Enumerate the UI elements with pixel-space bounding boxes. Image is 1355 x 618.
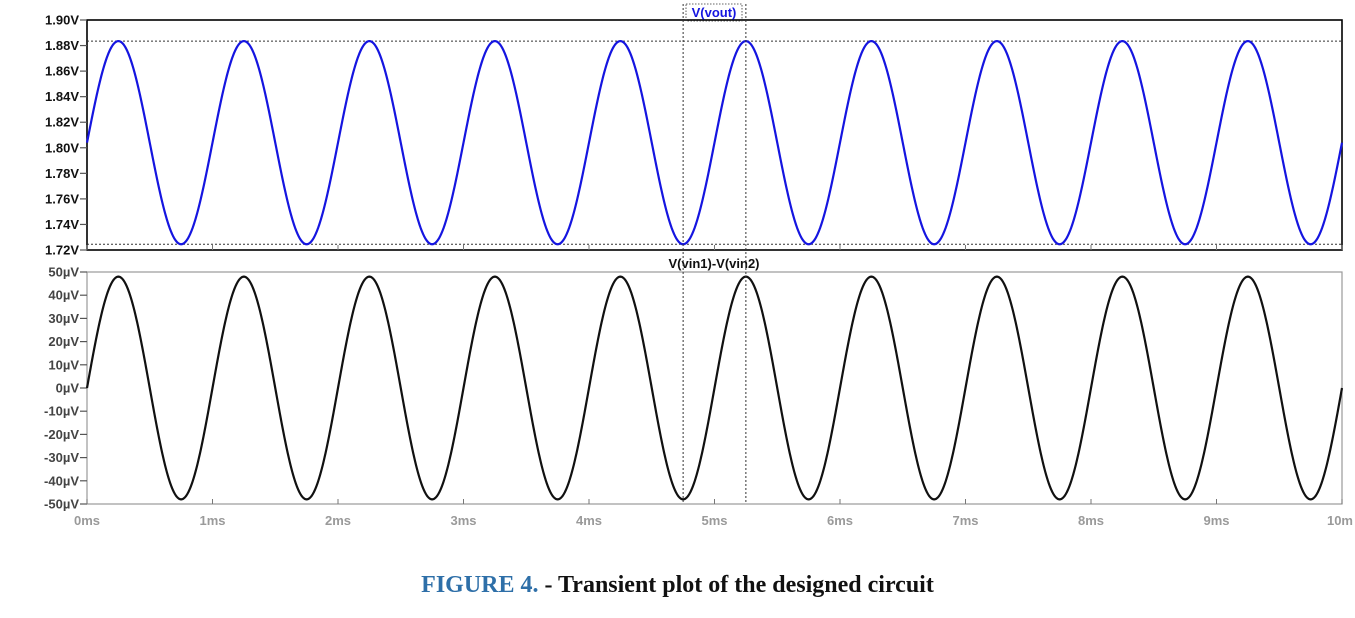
x-tick-label: 9ms <box>1203 513 1229 528</box>
vin-diff-y-tick-label: 50µV <box>48 265 79 280</box>
vout-y-tick-label: 1.84V <box>45 89 79 104</box>
vin-diff-y-tick-label: 40µV <box>48 288 79 303</box>
vout-pane: 1.90V 1.88V 1.86V 1.84V 1.82V 1.80V 1.78V 1.76V… <box>45 3 1344 258</box>
vin-diff-pane: 50µV 40µV 30µV 20µV 10µV 0µV -10µV -20µV -30µV -4… <box>44 256 1344 512</box>
caption-text: - Transient plot of the designed circuit <box>538 572 934 598</box>
vin-diff-y-tick-label: 20µV <box>48 334 79 349</box>
figure-caption: FIGURE 4. - Transient plot of the design… <box>0 572 1355 599</box>
vout-y-tick-label: 1.88V <box>45 38 79 53</box>
vin-diff-y-tick-label: 30µV <box>48 311 79 326</box>
x-tick-label: 1ms <box>199 513 225 528</box>
vout-trace <box>85 39 1344 246</box>
vout-y-tick-label: 1.78V <box>45 166 79 181</box>
x-tick-label: 2ms <box>325 513 351 528</box>
x-tick-label: 5ms <box>701 513 727 528</box>
vout-y-tick-label: 1.86V <box>45 64 79 79</box>
vin-diff-y-tick-label: -40µV <box>44 473 79 488</box>
vin-diff-y-tick-label: -20µV <box>44 427 79 442</box>
vout-title-box <box>685 3 743 22</box>
vout-y-tick-label: 1.76V <box>45 191 79 206</box>
time-axis: 0ms 1ms 2ms 3ms 4ms 5ms 6ms 7ms 8ms 9ms 10m <box>74 513 1353 528</box>
vin-diff-y-tick-label: -30µV <box>44 450 79 465</box>
vout-y-tick-label: 1.74V <box>45 217 79 232</box>
transient-plot: 1.90V 1.88V 1.86V 1.84V 1.82V 1.80V 1.78V 1.76V… <box>44 3 1353 528</box>
vin-diff-title: V(vin1)-V(vin2) <box>668 256 759 271</box>
x-tick-label: 0ms <box>74 513 100 528</box>
cursor-lines <box>682 4 747 504</box>
vout-y-tick-label: 1.80V <box>45 140 79 155</box>
x-tick-label: 10m <box>1327 513 1353 528</box>
vout-frame <box>86 19 1343 251</box>
vout-y-tick-label: 1.72V <box>45 243 79 258</box>
vout-y-tick-label: 1.82V <box>45 115 79 130</box>
figure-number: FIGURE 4. <box>421 572 539 598</box>
vin-diff-y-tick-label: 10µV <box>48 357 79 372</box>
vout-y-tick-label: 1.90V <box>45 13 79 28</box>
x-tick-label: 4ms <box>576 513 602 528</box>
vin-diff-y-tick-label: -10µV <box>44 404 79 419</box>
x-tick-label: 3ms <box>450 513 476 528</box>
vin-diff-y-tick-label: 0µV <box>56 381 80 396</box>
vin-diff-trace <box>85 275 1344 501</box>
x-tick-label: 6ms <box>827 513 853 528</box>
vin-diff-y-tick-label: -50µV <box>44 497 79 512</box>
x-tick-label: 7ms <box>952 513 978 528</box>
vout-title: V(vout) <box>692 5 737 20</box>
x-tick-label: 8ms <box>1078 513 1104 528</box>
